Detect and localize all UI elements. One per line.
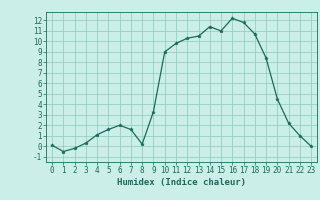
- X-axis label: Humidex (Indice chaleur): Humidex (Indice chaleur): [117, 178, 246, 187]
